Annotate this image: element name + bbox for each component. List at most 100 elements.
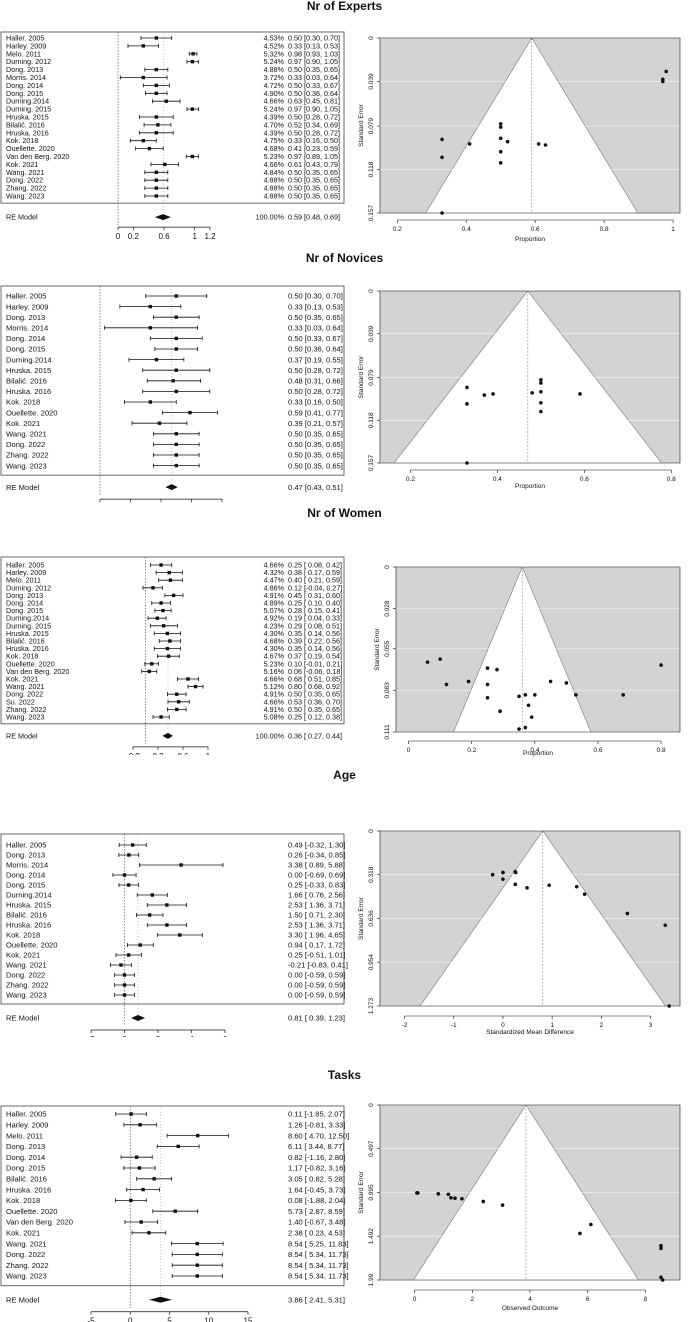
funnel-point [660, 79, 665, 84]
study-label: Hruska. 2015 [6, 901, 51, 910]
study-ci: 0.80 [ 0.68, 0.92] [288, 682, 342, 691]
study-point [122, 983, 127, 987]
funnel-y-tick-label: 0 [368, 289, 375, 293]
study-point [154, 67, 159, 72]
study-point [159, 715, 163, 719]
funnel-point [529, 715, 534, 719]
study-label: Dong. 2022 [6, 971, 45, 980]
forest-frame [0, 556, 345, 725]
funnel-point [667, 1004, 671, 1008]
funnel-y-tick-label: 0.995 [368, 1184, 375, 1201]
funnel-x-tick-label: 0.6 [580, 476, 589, 483]
study-ci: 0.39 [0.21, 0.57] [288, 419, 343, 428]
funnel-plot-novices: 0 0.039 0.079 0.118 0.157 Standard Error 0.2 0.… [358, 289, 681, 490]
funnel-y-axis-label: Standard Error [358, 1170, 365, 1213]
funnel-point [482, 393, 487, 397]
forest-x-tick-label: 1 [206, 752, 211, 755]
study-point [126, 953, 131, 957]
study-ci: 0.38 [ 0.17, 0.59] [288, 568, 342, 577]
study-ci: 0.37 [ 0.19, 0.54] [288, 652, 342, 661]
study-ci: 0.00 [-0.69, 0.69] [288, 871, 345, 880]
funnel-plot-women: 0 0.028 0.055 0.083 0.111 Standard Error 0 0.2 0… [374, 565, 681, 757]
funnel-y-tick-label: 0.118 [368, 412, 375, 428]
study-label: Haller. 2005 [6, 34, 44, 43]
study-label: Van den Berg. 2020 [6, 152, 69, 161]
study-weight: 4.66% [264, 160, 285, 169]
funnel-point [660, 1278, 665, 1282]
study-weight: 4.66% [264, 675, 285, 684]
study-label: Durning.2014 [6, 355, 52, 364]
funnel-y-tick-label: 1.273 [368, 997, 375, 1014]
study-ci: 0.33 [0.13, 0.53] [288, 41, 340, 50]
study-weight: 4.75% [264, 136, 285, 145]
study-label: Bilalić. 2016 [6, 1174, 47, 1183]
summary-ci: 0.36 [ 0.27, 0.44] [288, 731, 342, 740]
funnel-x-tick-label: 0 [413, 1296, 417, 1303]
study-label: Durning.2014 [6, 614, 49, 623]
study-ci: 0.50 [0.30, 0.70] [288, 292, 343, 301]
study-label: Hruska. 2015 [6, 366, 51, 375]
study-point [168, 639, 172, 643]
study-point [176, 700, 181, 704]
study-label: Ouellette. 2020 [6, 941, 58, 950]
study-point [196, 1133, 200, 1138]
study-ci: 0.35 [ 0.14, 0.56] [288, 644, 342, 653]
study-ci: 3.05 [ 0.82, 5.28] [288, 1174, 345, 1183]
funnel-y-axis-label: Standard Error [374, 627, 381, 670]
forest-x-tick-label: 10 [204, 1317, 213, 1322]
study-ci: 0.50 [0.36, 0.64] [288, 345, 343, 354]
study-ci: 0.25 [ 0.12, 0.38] [288, 713, 342, 722]
funnel-point [539, 389, 543, 394]
funnel-plot-age: 0 0.318 0.636 0.954 1.273 Standard Error -2 -1 0… [358, 829, 681, 1036]
study-point [154, 36, 159, 40]
summary-diamond [162, 732, 173, 739]
study-ci: 0.06 [-0.06, 0.18] [288, 667, 342, 676]
study-weight: 4.72% [264, 81, 285, 90]
study-ci: 0.08 [-1.88, 2.04] [288, 1196, 345, 1205]
study-weight: 5.24% [264, 105, 285, 114]
funnel-point [523, 693, 528, 697]
study-label: Dong. 2014 [6, 1153, 45, 1162]
study-point [195, 1274, 199, 1278]
study-label: Zhang. 2022 [6, 705, 46, 714]
study-ci: 0.25 [ 0.10, 0.40] [288, 599, 342, 608]
study-point [195, 1252, 199, 1257]
study-label: Wang. 2023 [6, 713, 45, 722]
funnel-point [659, 663, 663, 667]
study-ci: 0.25 [-0.33, 0.83] [288, 881, 345, 890]
study-ci: 0.50 [0.35, 0.65] [288, 440, 343, 449]
study-point [154, 115, 159, 119]
study-label: Dong. 2022 [6, 440, 45, 449]
forest-x-tick-label: 4 [189, 1035, 194, 1037]
study-ci: 3.38 [ 0.89, 5.88] [288, 861, 345, 870]
funnel-x-tick-label: -1 [451, 1022, 457, 1029]
funnel-point [490, 872, 495, 877]
funnel-point [513, 870, 518, 875]
study-label: Kok. 2021 [6, 160, 38, 169]
funnel-point [465, 402, 469, 406]
study-point [165, 903, 169, 907]
study-point [174, 336, 178, 341]
funnel-y-tick-label: 0.039 [368, 73, 375, 90]
funnel-y-tick-label: 1.492 [368, 1228, 375, 1245]
study-weight: 4.91% [264, 705, 285, 714]
funnel-point [485, 696, 490, 700]
study-ci: 0.00 [-0.59, 0.59] [288, 991, 345, 1000]
funnel-point [460, 1196, 464, 1201]
funnel-point [467, 142, 472, 146]
study-point [151, 586, 155, 590]
funnel-point [453, 1196, 457, 1201]
study-point [148, 400, 153, 404]
study-point [171, 379, 175, 383]
study-ci: 8.54 [ 5.25, 11.83] [288, 1239, 349, 1248]
study-point [154, 83, 159, 88]
funnel-point [574, 884, 579, 889]
funnel-y-axis-label: Standard Error [358, 103, 365, 146]
study-ci: 0.50 [0.35, 0.65] [288, 451, 343, 460]
funnel-y-tick-label: 0.111 [384, 724, 391, 740]
study-point [175, 692, 179, 696]
forest-frame [0, 1105, 345, 1287]
funnel-point [523, 725, 528, 730]
study-ci: 0.00 [-0.59, 0.59] [288, 981, 345, 990]
funnel-point [513, 882, 518, 887]
